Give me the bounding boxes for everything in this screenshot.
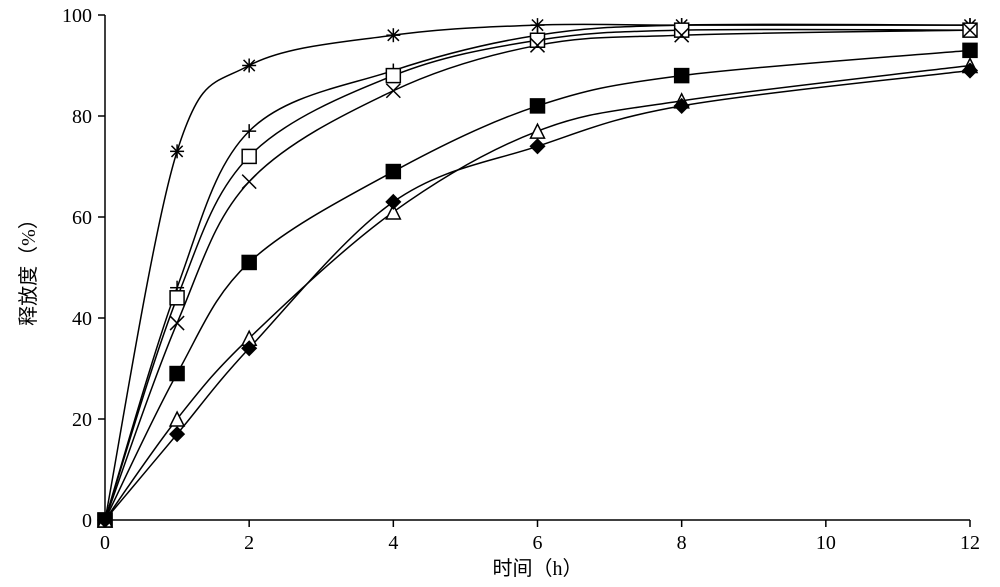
x-tick-label: 10 (816, 532, 836, 554)
x-tick-label: 6 (533, 532, 543, 554)
series-filled-square-line (105, 50, 970, 520)
x-tick-label: 4 (388, 532, 398, 554)
series-asterisk-markers (98, 18, 977, 527)
series-cross-marker (242, 175, 256, 189)
y-tick-label: 20 (72, 409, 92, 431)
series-filled-square-marker (170, 367, 184, 381)
series-cross-marker (170, 316, 184, 330)
y-axis-label: 释放度（%） (17, 209, 40, 326)
x-axis-label: 时间（h） (493, 557, 583, 580)
series-filled-square-marker (675, 69, 689, 83)
x-tick-label: 12 (960, 532, 980, 554)
y-tick-label: 0 (82, 510, 92, 532)
series-asterisk-marker (386, 28, 400, 42)
y-tick-label: 40 (72, 308, 92, 330)
series-asterisk-marker (242, 59, 256, 73)
series-filled-square-marker (963, 43, 977, 57)
series-plus-markers (98, 18, 977, 527)
series-filled-diamond-marker (386, 195, 400, 209)
series-open-triangle-marker (170, 412, 184, 426)
y-tick-label: 60 (72, 207, 92, 229)
series-open-triangle-markers (98, 59, 977, 528)
release-chart: 0 20 40 60 80 100 0 2 4 6 8 10 12 时间（h） 释放度（%） (0, 0, 1000, 587)
series-filled-square-marker (386, 165, 400, 179)
x-tick-label: 2 (244, 532, 254, 554)
chart-svg: 0 20 40 60 80 100 0 2 4 6 8 10 12 时间（h） 释放度（%） (0, 0, 1000, 587)
series-open-square-marker (170, 291, 184, 305)
x-tick-label: 0 (100, 532, 110, 554)
y-tick-label: 100 (62, 5, 92, 27)
series-filled-square-marker (242, 255, 256, 269)
series-open-square-marker (386, 69, 400, 83)
series-filled-square-marker (531, 99, 545, 113)
series-cross-marker (386, 84, 400, 98)
series-open-square-marker (242, 149, 256, 163)
series-filled-square-markers (98, 43, 977, 527)
x-tick-label: 8 (677, 532, 687, 554)
y-tick-label: 80 (72, 106, 92, 128)
series-asterisk-marker (170, 144, 184, 158)
series-open-triangle-marker (531, 124, 545, 138)
series-filled-diamond-marker (531, 139, 545, 153)
